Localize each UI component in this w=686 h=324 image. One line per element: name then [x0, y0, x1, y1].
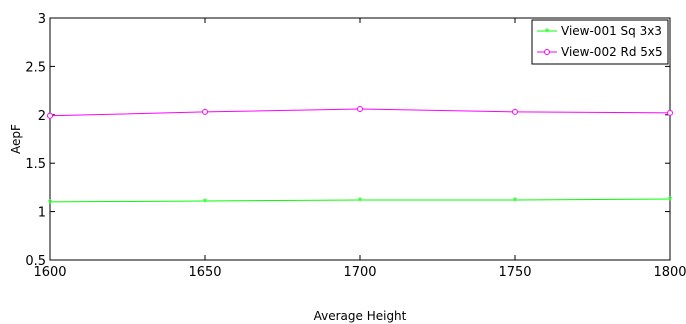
x-tick-label: 1650	[188, 265, 221, 280]
series-1-point: *	[668, 195, 673, 206]
y-tick-label: 2.5	[25, 60, 46, 75]
series-2-point	[47, 112, 53, 119]
series-2-point	[202, 108, 208, 115]
x-axis-label: Average Height	[314, 309, 407, 323]
legend-label-series-1: View-001 Sq 3x3	[561, 24, 662, 38]
series-1-point: *	[203, 197, 208, 208]
x-axis-ticks: 1600 1650 1700 1750 1800	[33, 18, 686, 280]
legend-marker-series-2	[544, 49, 550, 55]
y-tick-label: 1	[38, 206, 46, 221]
legend-marker-series-1: *	[545, 27, 550, 38]
series-2-point	[667, 109, 673, 116]
x-tick-label: 1600	[33, 265, 66, 280]
x-tick-label: 1750	[498, 265, 531, 280]
series-layer: * * * * *	[47, 105, 673, 209]
legend-box	[531, 19, 669, 65]
y-axis-label: AepF	[9, 124, 23, 154]
series-2-point	[512, 108, 518, 115]
series-1-point: *	[358, 196, 363, 207]
x-tick-label: 1700	[343, 265, 376, 280]
series-1-point: *	[513, 196, 518, 207]
series-1-point: *	[48, 198, 53, 209]
y-tick-label: 2	[38, 109, 46, 124]
y-tick-label: 3	[38, 12, 46, 27]
y-tick-label: 0.5	[25, 254, 46, 269]
y-axis-ticks: 0.5 1 1.5 2 2.5 3	[25, 12, 670, 269]
series-line-1	[49, 198, 671, 203]
legend: * View-001 Sq 3x3 View-002 Rd 5x5	[531, 19, 669, 65]
x-tick-label: 1800	[653, 265, 686, 280]
legend-label-series-2: View-002 Rd 5x5	[561, 45, 663, 59]
series-2-point	[357, 105, 363, 112]
y-tick-label: 1.5	[25, 157, 46, 172]
